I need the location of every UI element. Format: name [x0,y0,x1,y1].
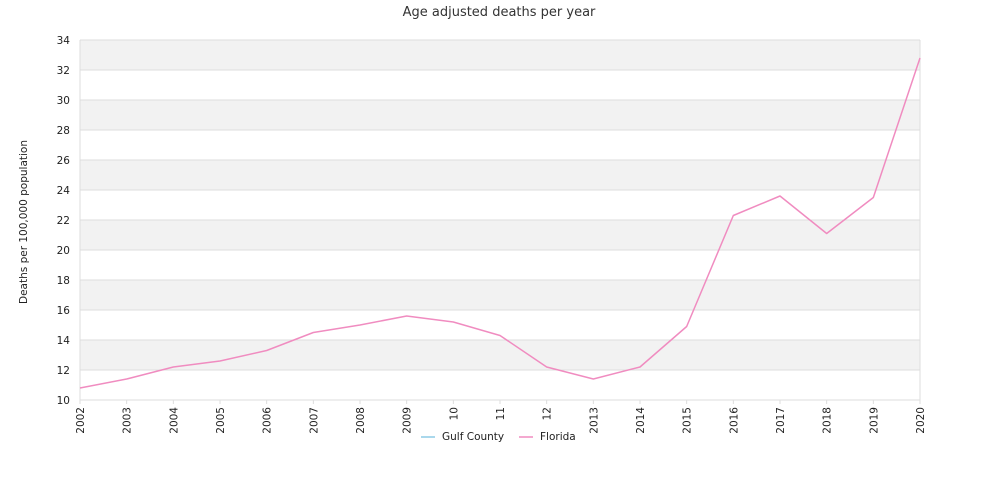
x-tick-label: 2002 [75,407,87,434]
legend: Gulf County Florida [421,431,576,443]
y-tick-label: 20 [57,245,70,257]
x-tick-label: 2015 [682,407,694,434]
x-tick-label: 2003 [122,407,134,434]
series-lines [79,57,921,389]
y-tick-label: 30 [57,95,70,107]
y-tick-label: 34 [57,35,71,47]
x-tick-label: 2014 [635,407,647,434]
grid-band [80,340,920,370]
x-tick-label: 2004 [168,407,180,434]
x-tick-label: 2009 [402,407,414,434]
x-tick-label: 12 [542,407,554,420]
grid-band [80,160,920,190]
y-tick-label: 16 [57,305,71,317]
gridlines [79,39,921,401]
x-tick-label: 2005 [215,407,227,434]
legend-label-florida: Florida [540,431,576,443]
grid-band [80,70,920,100]
legend-label-gulf-county: Gulf County [442,431,504,443]
series-line-florida [79,57,921,389]
grid-band [80,130,920,160]
y-tick-label: 14 [57,335,71,347]
y-tick-label: 26 [57,155,71,167]
x-tick-label: 2008 [355,407,367,434]
grid-band [80,370,920,400]
y-tick-label: 22 [57,215,70,227]
y-tick-label: 24 [57,185,71,197]
x-tick-label: 2006 [262,407,274,434]
x-tick-label: 2013 [588,407,600,434]
x-tick-label: 2017 [775,407,787,434]
grid-band [80,220,920,250]
x-tick-labels: 2002 2003 2004 2005 2006 2007 2008 2009 10 11 12 20… [75,400,927,434]
y-tick-labels: 10 12 14 16 18 20 22 24 26 28 30 32 34 [57,35,71,407]
x-tick-label: 2016 [728,407,740,434]
x-tick-label: 2018 [822,407,834,434]
x-tick-label: 11 [495,407,507,420]
x-tick-label: 2019 [868,407,880,434]
x-tick-label: 2007 [308,407,320,434]
grid-band [80,280,920,310]
grid-band [80,100,920,130]
chart-title: Age adjusted deaths per year [403,5,596,20]
x-tick-label: 10 [448,407,460,420]
y-tick-label: 10 [57,395,70,407]
grid-band [80,190,920,220]
y-tick-label: 18 [57,275,70,287]
y-axis-label: Deaths per 100,000 population [18,140,30,304]
y-tick-label: 12 [57,365,70,377]
grid-band [80,250,920,280]
y-tick-label: 32 [57,65,70,77]
y-tick-label: 28 [57,125,70,137]
x-tick-label: 2020 [915,407,927,434]
grid-band [80,40,920,70]
